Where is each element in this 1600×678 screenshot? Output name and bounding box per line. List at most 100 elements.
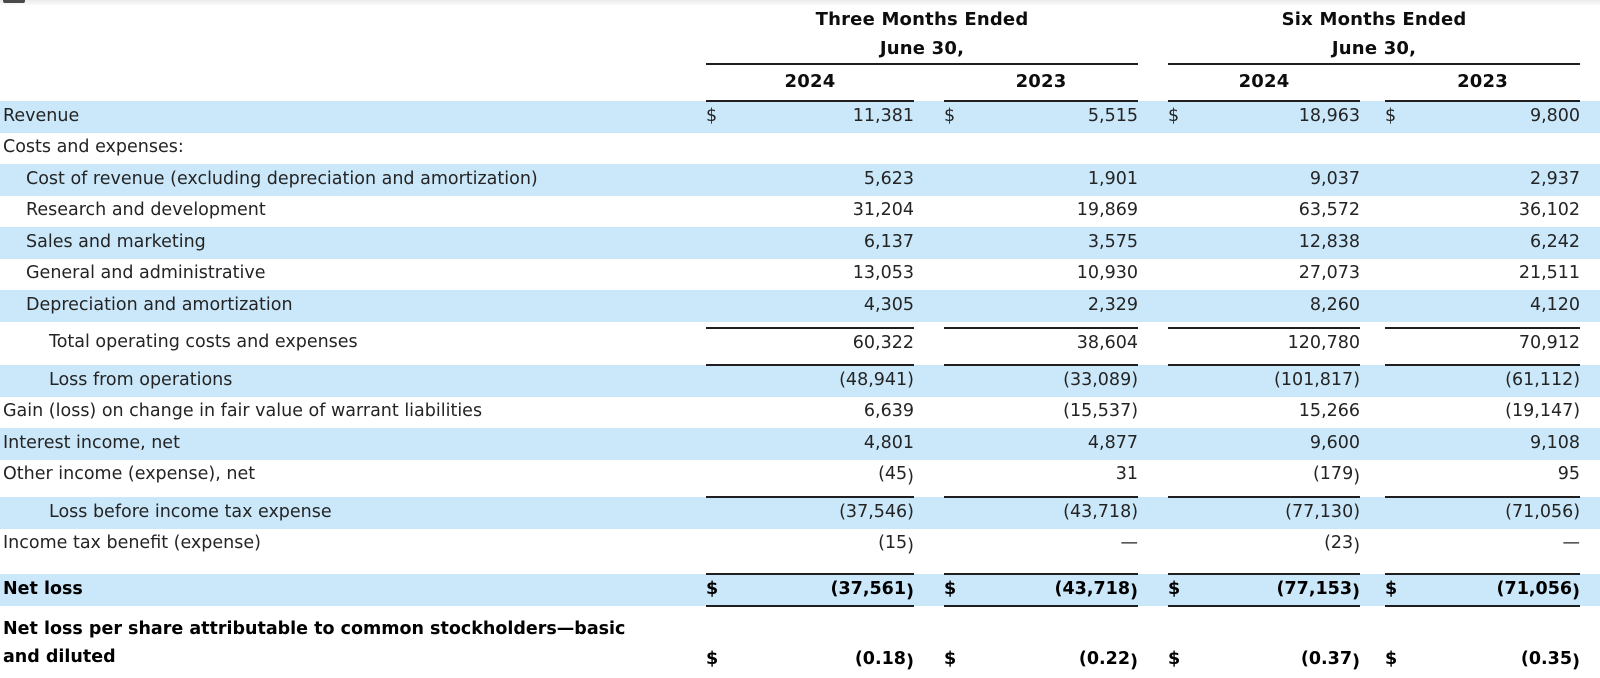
cell-value: 5,623	[706, 164, 914, 196]
spacer	[1138, 164, 1169, 196]
spacer	[1138, 36, 1168, 64]
cell-value: 13,053	[706, 259, 914, 291]
amount: (0.37)	[1300, 648, 1361, 672]
cell-value: 63,572	[1168, 196, 1360, 228]
spacer	[1580, 497, 1600, 529]
spacer	[914, 397, 944, 429]
cell-value	[1168, 133, 1360, 165]
spacer	[668, 259, 706, 291]
spacer	[1138, 259, 1168, 291]
table-row: Sales and marketing 6,137 3,575 12,838 6,242	[0, 227, 1600, 259]
cell-value: 9,600	[1168, 428, 1361, 460]
table-row: Interest income, net 4,801 4,877 9,600 9,108	[0, 428, 1600, 460]
cell-value: 6,639	[706, 397, 914, 429]
rule-spacer	[1360, 359, 1386, 365]
cell-value: (45)	[706, 460, 914, 492]
amount: 31,204	[852, 200, 914, 221]
spacer	[1580, 328, 1600, 360]
spacer	[914, 497, 944, 529]
spacer	[1580, 529, 1600, 561]
amount: 31	[1115, 464, 1139, 485]
spacer	[1138, 133, 1168, 165]
rule-spacer	[1360, 491, 1386, 497]
spacer	[1580, 5, 1600, 36]
dollar-sign: $	[944, 648, 957, 669]
spacer	[1360, 133, 1385, 165]
amount: (23)	[1324, 533, 1361, 557]
spacer	[1138, 101, 1169, 133]
amount: 10,930	[1076, 263, 1139, 284]
cell-value: $ (0.22)	[944, 615, 1138, 678]
amount: —	[1562, 533, 1581, 554]
spacer	[668, 497, 706, 529]
spacer	[1138, 290, 1169, 322]
row-label: Loss before income tax expense	[0, 497, 668, 529]
table-row: General and administrative 13,053 10,930 27…	[0, 259, 1600, 291]
spacer	[668, 133, 706, 165]
spacer	[914, 460, 944, 492]
amount: 8,260	[1309, 294, 1361, 315]
amount: 6,137	[863, 231, 914, 252]
spacer	[914, 101, 944, 133]
spacer	[0, 5, 668, 36]
table-row: Total operating costs and expenses 60,322…	[0, 328, 1600, 360]
spacer	[668, 615, 706, 678]
amount: 60,322	[852, 332, 914, 353]
column-group-subtitle: June 30,	[706, 36, 1139, 65]
cell-value: (71,056)	[1385, 497, 1581, 529]
amount: 11,381	[852, 106, 914, 127]
amount: (0.22)	[1078, 648, 1139, 672]
spacer	[668, 5, 706, 36]
spacer	[914, 64, 944, 101]
spacer	[668, 574, 706, 606]
dropped-paren: )	[1352, 651, 1361, 672]
rule-spacer	[668, 491, 706, 497]
dollar-sign: $	[1385, 578, 1398, 599]
rule-spacer	[1138, 560, 1169, 574]
spacer	[914, 574, 944, 606]
income-statement-table: Three Months Ended Six Months Ended June…	[0, 5, 1600, 678]
cell-value: 4,801	[706, 428, 914, 460]
cell-value: $ (43,718)	[944, 574, 1139, 606]
spacer	[1580, 290, 1600, 322]
rule-spacer	[914, 359, 944, 365]
cell-value: (101,817)	[1168, 365, 1361, 397]
dropped-paren: )	[1572, 581, 1581, 602]
row-label: Cost of revenue (excluding depreciation …	[0, 164, 668, 196]
spacer	[668, 36, 706, 64]
amount: 19,869	[1076, 200, 1139, 221]
rule-row	[0, 560, 1600, 575]
row-label: Net loss per share attributable to commo…	[3, 618, 626, 667]
rule-spacer	[1360, 321, 1386, 328]
spacer	[914, 196, 944, 228]
spacer	[668, 64, 706, 101]
table-row: Depreciation and amortization 4,305 2,329 8…	[0, 290, 1600, 322]
amount: (19,147)	[1505, 401, 1581, 422]
spacer	[1360, 64, 1385, 101]
cell-value: 15,266	[1168, 397, 1360, 429]
rule-spacer	[0, 491, 668, 497]
cell-value: 27,073	[1168, 259, 1360, 291]
rule-row	[0, 359, 1600, 366]
rule-spacer	[1360, 605, 1386, 615]
spacer	[914, 259, 944, 291]
row-label: Other income (expense), net	[3, 464, 256, 485]
rule-line	[1385, 604, 1581, 615]
rule-spacer	[668, 359, 706, 365]
spacer	[1580, 36, 1600, 64]
spacer	[914, 164, 944, 196]
cell-value: $ (37,561)	[706, 574, 914, 606]
spacer	[1138, 397, 1168, 429]
rule-row	[0, 321, 1600, 329]
rule-line	[706, 491, 914, 498]
amount: (61,112)	[1505, 370, 1581, 391]
amount: 5,515	[1087, 106, 1139, 127]
spacer	[1138, 328, 1168, 360]
rule-line	[1168, 321, 1361, 329]
dollar-sign: $	[1385, 106, 1397, 127]
cell-value: (61,112)	[1385, 365, 1581, 397]
header-group-subtitle-row: June 30, June 30,	[0, 36, 1600, 65]
spacer	[668, 164, 706, 196]
table-row: Costs and expenses:	[0, 133, 1600, 165]
spacer	[1580, 259, 1600, 291]
